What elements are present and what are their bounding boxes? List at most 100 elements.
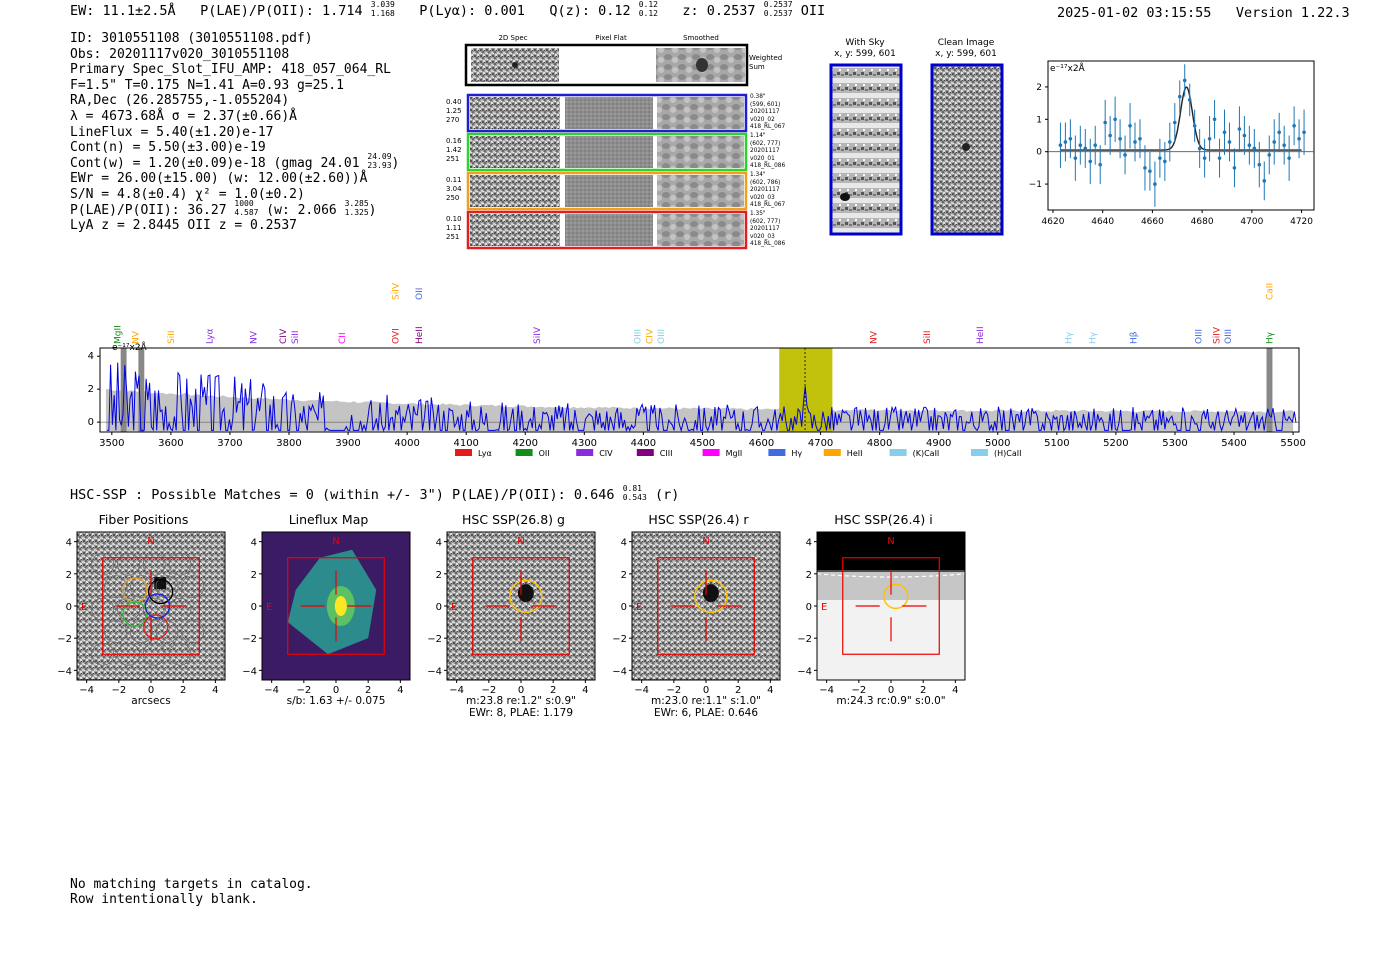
y-tick-label: 2 [88, 384, 94, 395]
data-point [1177, 94, 1182, 99]
line-fit-plot: 4620 4640 4660 4680 4700 4720 2 1 0 −1 e⁻¹⁷x2Å [1029, 60, 1315, 227]
cutout-row: 0.40 1.25 270 0.38" (599, 601) 20201117 v020_0… [440, 93, 800, 133]
data-point [1222, 130, 1227, 135]
cutout-row: 0.10 1.11 251 1.35" (602, 777) 20201117 v020_0… [440, 210, 800, 250]
cutout-row: 0.11 3.04 250 1.34" (602, 786) 20201117 v020_0… [440, 171, 800, 211]
y-tick-label: 2 [436, 570, 442, 581]
x-tick-label: 2 [365, 685, 371, 696]
line-id-label: NV [250, 330, 260, 344]
search-box [842, 557, 940, 655]
legend-swatch [702, 449, 720, 456]
cutout-row-images [466, 93, 748, 133]
line-id-label: MgII [114, 325, 124, 344]
cutout-row-images [466, 132, 748, 172]
data-point [1113, 117, 1117, 122]
hsc-panel-caption: s/b: 1.63 +/- 0.075 [286, 695, 386, 707]
x-tick-label: 3800 [276, 438, 301, 449]
data-point [1232, 166, 1237, 170]
x-tick-label: 2 [735, 685, 741, 696]
legend-swatch [576, 449, 594, 456]
data-point [1148, 169, 1152, 173]
data-point [1083, 146, 1088, 151]
line-id-label: CIV [645, 328, 655, 344]
search-box [102, 557, 200, 655]
y-tick-label: 2 [1036, 83, 1042, 93]
legend-swatch [823, 449, 841, 456]
line-id-label: Hγ [1088, 331, 1098, 344]
cutout-svg [464, 43, 749, 87]
data-point [1073, 156, 1078, 160]
x-tick-label: −2 [851, 685, 866, 696]
data-point [1172, 120, 1177, 125]
line-id-label: CaII [1265, 283, 1275, 300]
data-point [1207, 136, 1212, 141]
legend-label: HeII [847, 449, 863, 458]
legend-swatch [768, 449, 786, 456]
data-point [1272, 140, 1277, 144]
info-slot: Primary Spec_Slot_IFU_AMP: 418_057_064_R… [70, 62, 391, 78]
line-id-label: SiII [167, 330, 177, 344]
x-tick-label: 4 [767, 685, 773, 696]
hsc-panel-caption: m:23.0 re:1.1" s:1.0" EWr: 6, PLAE: 0.646 [651, 695, 761, 719]
x-tick-label: 4720 [1290, 217, 1313, 227]
cutout-row-right-values: 1.14" (602, 777) 20201117 v020_01 418_RL_086 [750, 133, 786, 169]
info-plae: P(LAE)/P(OII): 36.27 1000 4.587 (w: 2.066… [70, 199, 377, 218]
y-tick-label: 0 [251, 602, 257, 613]
east-label: E [451, 602, 457, 613]
detection-info: ID: 3010551108 (3010551108.pdf) Obs: 202… [70, 31, 399, 234]
legend-label: Hγ [791, 449, 802, 458]
header-plya: P(Lyα): 0.001 [419, 3, 525, 19]
y-tick-label: 0 [436, 602, 442, 613]
hsc-panel: HSC SSP(26.4) i N E −4 −2 0 2 4 4 2 0 −2 −4 m:24.3 rc… [795, 512, 966, 727]
y-tick-label: 0 [621, 602, 627, 613]
x-tick-label: −4 [79, 685, 94, 696]
x-tick-label: 4 [397, 685, 403, 696]
y-tick-label: −4 [57, 666, 72, 677]
cutout-row-left-values: 0.10 1.11 251 [446, 215, 462, 241]
y-tick-label: −2 [57, 634, 72, 645]
x-tick-label: 4300 [572, 438, 597, 449]
legend-label: (H)CaII [994, 449, 1021, 458]
x-tick-label: 0 [888, 685, 894, 696]
legend-label: CIII [660, 449, 673, 458]
footer-line-1: No matching targets in catalog. [70, 877, 313, 892]
y-tick-label: 4 [251, 538, 257, 549]
line-fit-unit: e⁻¹⁷x2Å [1050, 62, 1086, 74]
cutout-row-left-values: 0.11 3.04 250 [446, 176, 462, 202]
x-tick-label: −4 [819, 685, 834, 696]
line-id-label: SiIV [1212, 326, 1222, 344]
data-point [1118, 136, 1122, 141]
hsc-panel-image: N E −4 −2 0 2 4 4 2 0 −2 −4 [427, 531, 596, 696]
x-tick-label: 0 [703, 685, 709, 696]
legend-swatch [636, 449, 654, 456]
y-tick-label: 2 [621, 570, 627, 581]
x-tick-label: −4 [449, 685, 464, 696]
x-tick-label: 4100 [453, 438, 478, 449]
clean-image [930, 63, 1004, 236]
east-label: E [636, 602, 642, 613]
north-label: N [887, 536, 894, 547]
data-point [1277, 130, 1281, 135]
data-point [1212, 117, 1217, 122]
col-title-flat: Pixel Flat [595, 34, 627, 42]
hsc-panel-image: N E −4 −2 0 2 4 4 2 0 −2 −4 [57, 531, 226, 696]
data-point [1187, 98, 1192, 102]
legend-swatch [455, 449, 472, 456]
legend-label: Lyα [478, 449, 492, 458]
clean-image-title: Clean Image x, y: 599, 601 [935, 38, 997, 59]
x-tick-label: −2 [111, 685, 126, 696]
y-tick-label: 0 [806, 602, 812, 613]
spectrum-frame [99, 347, 1300, 433]
search-box [472, 557, 570, 655]
north-label: N [517, 536, 524, 547]
data-point [1163, 159, 1167, 164]
line-id-label: Hγ [1265, 331, 1275, 344]
data-point [1242, 133, 1247, 138]
line-id-label: Hβ [1130, 331, 1140, 344]
data-point [1237, 127, 1242, 131]
x-tick-label: 4000 [394, 438, 419, 449]
data-point [1257, 162, 1262, 167]
header-z: z: 0.2537 [682, 3, 756, 19]
y-tick-label: −2 [797, 634, 812, 645]
cutout-row-images [466, 171, 748, 211]
